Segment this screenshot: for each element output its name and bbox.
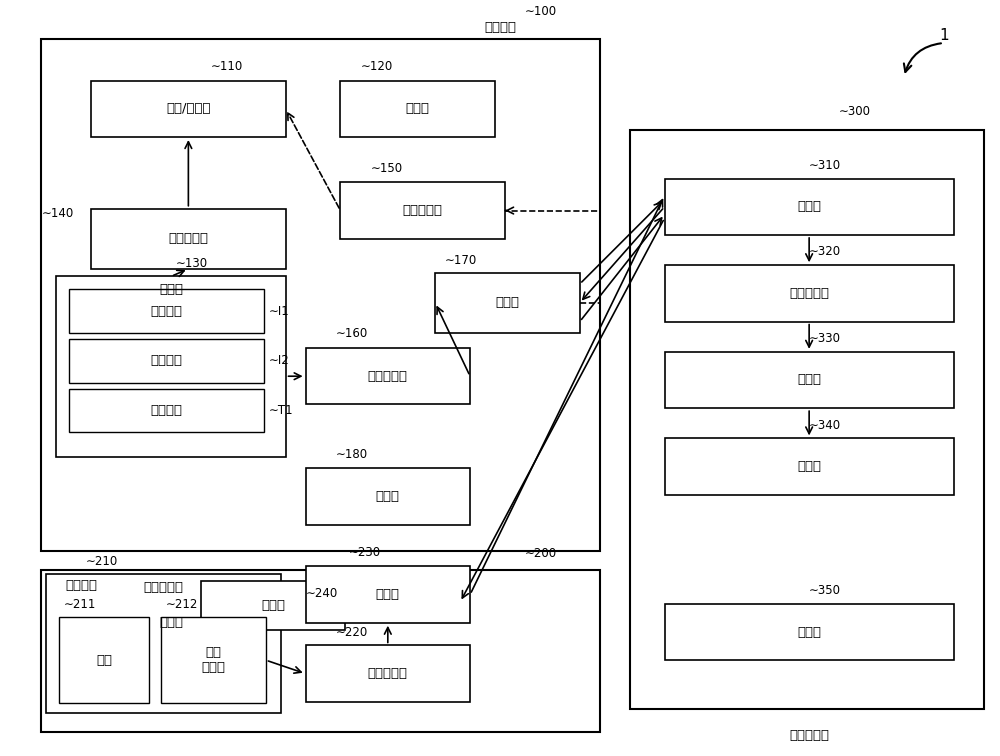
Text: ∼120: ∼120 xyxy=(360,60,393,73)
Bar xyxy=(69,389,264,432)
Text: 控制部: 控制部 xyxy=(797,626,821,639)
Text: 通信部: 通信部 xyxy=(495,296,519,309)
Text: ∼140: ∼140 xyxy=(41,207,74,220)
Text: 控制部: 控制部 xyxy=(376,490,400,503)
Text: 信息输出部: 信息输出部 xyxy=(368,667,408,680)
Text: ∼212: ∼212 xyxy=(166,598,198,611)
Text: 存储部: 存储部 xyxy=(159,284,183,296)
Text: ∼310: ∼310 xyxy=(809,159,841,172)
Text: ∼I2: ∼I2 xyxy=(269,355,289,367)
Bar xyxy=(435,273,580,333)
Text: ∼300: ∼300 xyxy=(839,105,871,118)
Text: ∼230: ∼230 xyxy=(348,546,381,559)
Bar xyxy=(665,438,954,495)
Bar xyxy=(59,617,149,703)
Text: ∼320: ∼320 xyxy=(809,246,841,259)
Bar xyxy=(306,348,470,404)
Text: ∼180: ∼180 xyxy=(335,448,368,461)
Text: 存储部: 存储部 xyxy=(159,616,183,629)
Text: ∼100: ∼100 xyxy=(525,5,557,18)
Text: 服务器装置: 服务器装置 xyxy=(789,730,829,742)
Bar xyxy=(46,574,281,713)
Text: ∼150: ∼150 xyxy=(370,162,402,175)
Bar xyxy=(161,617,266,703)
Bar xyxy=(306,469,470,525)
Text: 驱动部: 驱动部 xyxy=(406,102,430,116)
Text: 信息输出部: 信息输出部 xyxy=(368,370,408,383)
Text: 对应表格: 对应表格 xyxy=(150,404,182,417)
Bar xyxy=(340,182,505,239)
Text: 通信部: 通信部 xyxy=(797,200,821,213)
Text: 信息获取部: 信息获取部 xyxy=(789,287,829,300)
Text: 相机: 相机 xyxy=(96,654,112,667)
Text: 家电设备: 家电设备 xyxy=(484,21,516,35)
Text: ∼I1: ∼I1 xyxy=(269,305,289,318)
Text: ∼211: ∼211 xyxy=(64,598,97,611)
Text: 通信部: 通信部 xyxy=(376,588,400,601)
Bar xyxy=(69,339,264,383)
Text: ∼350: ∼350 xyxy=(809,584,841,597)
Text: 信息
生成部: 信息 生成部 xyxy=(201,646,225,674)
Text: 1: 1 xyxy=(939,28,949,43)
Text: 显示/操作部: 显示/操作部 xyxy=(166,102,211,116)
Text: 比对部: 比对部 xyxy=(797,373,821,386)
Bar xyxy=(306,566,470,623)
Text: ∼200: ∼200 xyxy=(525,547,557,560)
Text: ∼340: ∼340 xyxy=(809,419,841,432)
Bar xyxy=(201,581,345,631)
Bar xyxy=(665,604,954,661)
Bar xyxy=(306,646,470,702)
Bar xyxy=(340,81,495,137)
Bar xyxy=(665,178,954,235)
Bar xyxy=(41,39,600,551)
Bar xyxy=(665,265,954,321)
Bar xyxy=(91,81,286,137)
Text: ∼110: ∼110 xyxy=(211,60,243,73)
Text: ∼210: ∼210 xyxy=(86,555,118,568)
Text: 状态信息: 状态信息 xyxy=(150,305,182,318)
Bar xyxy=(91,209,286,269)
Text: 识别信息: 识别信息 xyxy=(150,355,182,367)
Text: 控制部: 控制部 xyxy=(261,600,285,612)
Bar xyxy=(41,570,600,732)
Text: ∼240: ∼240 xyxy=(306,587,338,600)
Text: ∼330: ∼330 xyxy=(809,332,841,345)
Bar xyxy=(56,277,286,457)
Text: ∼220: ∼220 xyxy=(335,626,368,639)
Text: 信息获取部: 信息获取部 xyxy=(143,581,183,594)
Text: ∼T1: ∼T1 xyxy=(269,404,293,417)
Text: ∼130: ∼130 xyxy=(176,257,208,271)
Text: ∼170: ∼170 xyxy=(445,254,477,267)
Text: 信息转换部: 信息转换部 xyxy=(168,232,208,245)
Text: 信息获取部: 信息获取部 xyxy=(403,204,443,217)
Text: ∼160: ∼160 xyxy=(335,327,368,340)
Bar xyxy=(630,129,984,709)
Text: 登记部: 登记部 xyxy=(797,460,821,473)
Text: 终端装置: 终端装置 xyxy=(65,578,97,592)
Bar xyxy=(69,290,264,333)
Bar xyxy=(665,352,954,408)
